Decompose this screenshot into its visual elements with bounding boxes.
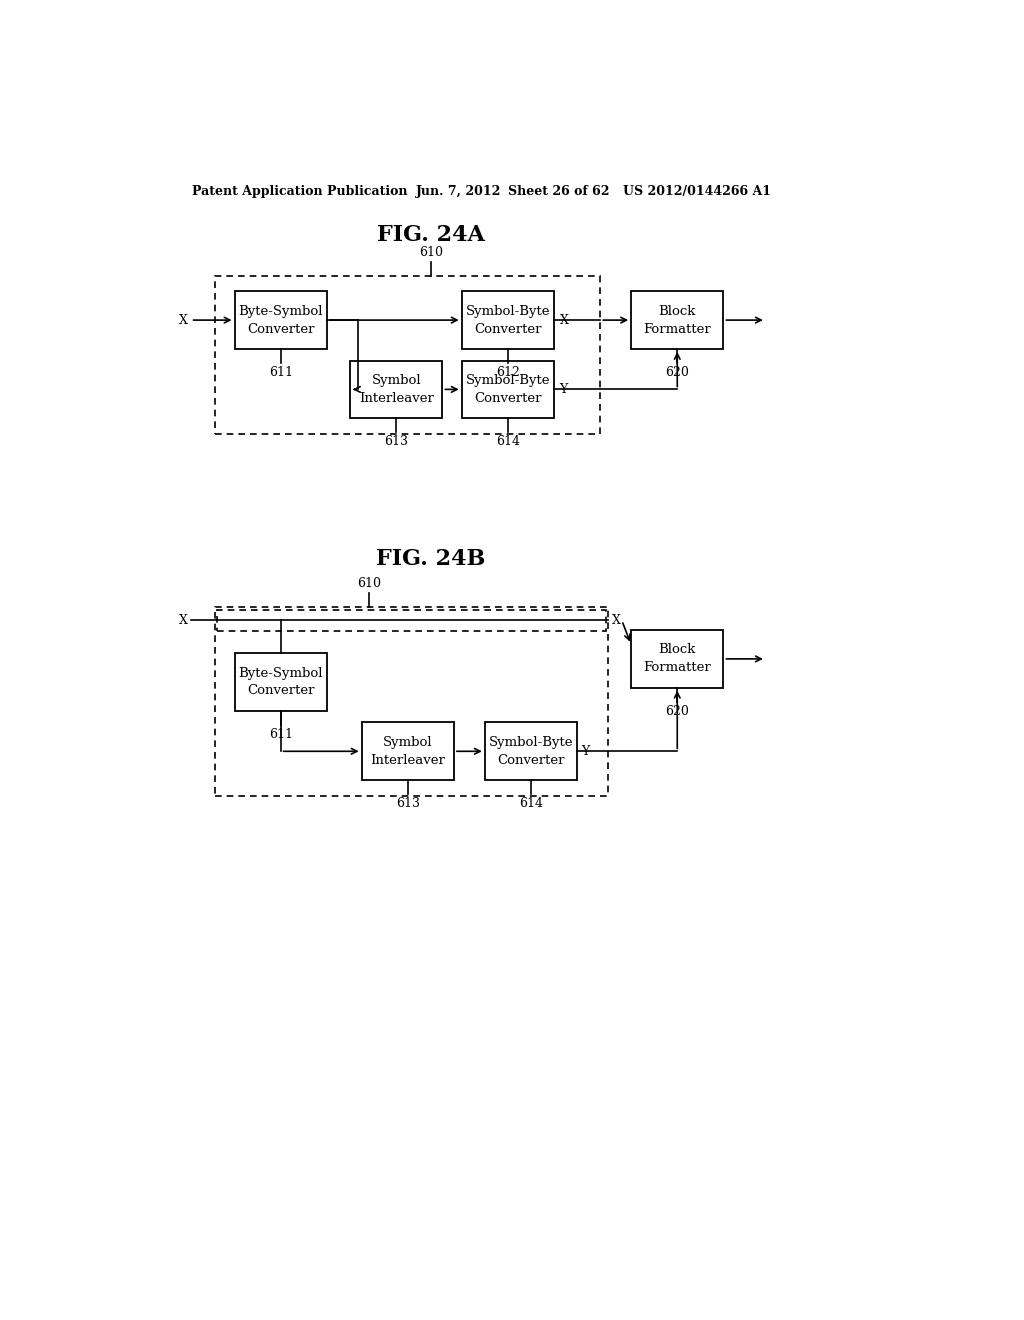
Text: 614: 614 <box>519 797 543 810</box>
Text: X: X <box>178 314 187 326</box>
Bar <box>215 276 600 434</box>
Text: Block
Formatter: Block Formatter <box>643 305 711 335</box>
Text: US 2012/0144266 A1: US 2012/0144266 A1 <box>624 185 771 198</box>
Text: X: X <box>178 614 187 627</box>
Bar <box>361 722 454 780</box>
Text: 610: 610 <box>419 246 442 259</box>
Text: FIG. 24B: FIG. 24B <box>376 548 485 570</box>
Bar <box>631 630 724 688</box>
Text: Byte-Symbol
Converter: Byte-Symbol Converter <box>239 305 323 335</box>
Text: Symbol-Byte
Converter: Symbol-Byte Converter <box>466 305 550 335</box>
Text: 612: 612 <box>496 366 520 379</box>
Bar <box>631 292 724 348</box>
Text: Byte-Symbol
Converter: Byte-Symbol Converter <box>239 667 323 697</box>
Bar <box>234 292 327 348</box>
Text: 613: 613 <box>395 797 420 810</box>
Text: X: X <box>611 614 621 627</box>
Bar <box>234 653 327 711</box>
Text: Jun. 7, 2012: Jun. 7, 2012 <box>416 185 501 198</box>
Text: 611: 611 <box>268 366 293 379</box>
Text: 611: 611 <box>268 727 293 741</box>
Bar <box>215 607 608 796</box>
Text: Sheet 26 of 62: Sheet 26 of 62 <box>508 185 609 198</box>
Text: Y: Y <box>559 383 567 396</box>
Bar <box>462 292 554 348</box>
Text: 613: 613 <box>384 436 409 449</box>
Text: Y: Y <box>581 744 589 758</box>
Text: Symbol-Byte
Converter: Symbol-Byte Converter <box>488 735 573 767</box>
Text: Symbol
Interleaver: Symbol Interleaver <box>358 374 433 405</box>
Text: 620: 620 <box>666 366 689 379</box>
Text: 620: 620 <box>666 705 689 718</box>
Bar <box>462 360 554 418</box>
Text: Symbol-Byte
Converter: Symbol-Byte Converter <box>466 374 550 405</box>
Text: 610: 610 <box>357 577 381 590</box>
Bar <box>484 722 578 780</box>
Bar <box>217 610 606 631</box>
Bar <box>350 360 442 418</box>
Text: Patent Application Publication: Patent Application Publication <box>193 185 408 198</box>
Text: Block
Formatter: Block Formatter <box>643 643 711 675</box>
Text: 614: 614 <box>496 436 520 449</box>
Text: X: X <box>559 314 568 326</box>
Text: FIG. 24A: FIG. 24A <box>377 224 484 247</box>
Text: Symbol
Interleaver: Symbol Interleaver <box>371 735 445 767</box>
